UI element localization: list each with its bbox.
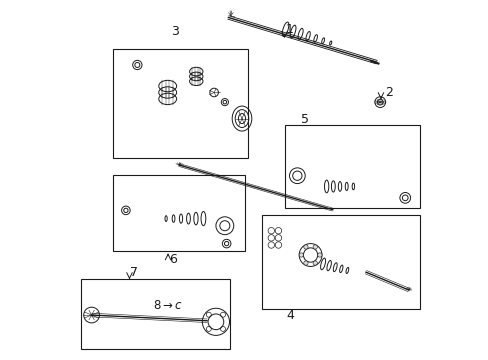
Circle shape (312, 245, 317, 249)
Text: 5: 5 (301, 113, 308, 126)
Bar (113, 49, 248, 158)
Text: $8{\rightarrow}c$: $8{\rightarrow}c$ (152, 299, 183, 312)
Bar (113, 175, 244, 251)
Text: 7: 7 (129, 266, 138, 279)
Text: 1: 1 (285, 23, 293, 36)
Circle shape (303, 261, 307, 265)
Circle shape (299, 253, 303, 257)
Bar (285, 125, 419, 208)
Text: 4: 4 (285, 309, 294, 321)
Circle shape (312, 261, 317, 265)
Bar (81, 279, 230, 348)
Text: 6: 6 (169, 253, 177, 266)
Bar (261, 215, 419, 309)
Circle shape (317, 253, 322, 257)
Circle shape (303, 245, 307, 249)
Text: 2: 2 (385, 86, 392, 99)
Text: 3: 3 (170, 25, 179, 38)
